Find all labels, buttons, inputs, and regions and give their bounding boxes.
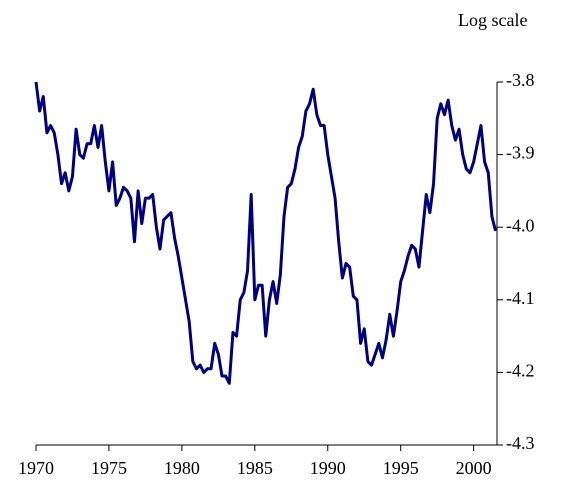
y-tick-label: -4.1 [506,288,535,308]
x-tick-label: 1985 [237,458,273,478]
y-tick-label: -3.8 [506,70,535,90]
y-tick-label: -4.3 [506,433,535,453]
x-tick-label: 1970 [18,458,54,478]
x-tick-label: 1975 [91,458,127,478]
x-tick-label: 1995 [383,458,419,478]
y-tick-label: -4.2 [506,361,535,381]
y-tick-label: -4.0 [506,215,535,235]
x-tick-label: 1980 [164,458,200,478]
axis-label: Log scale [458,10,527,30]
x-tick-label: 2000 [456,458,492,478]
x-tick-label: 1990 [310,458,346,478]
line [34,81,497,385]
y-tick-label: -3.9 [506,143,535,163]
